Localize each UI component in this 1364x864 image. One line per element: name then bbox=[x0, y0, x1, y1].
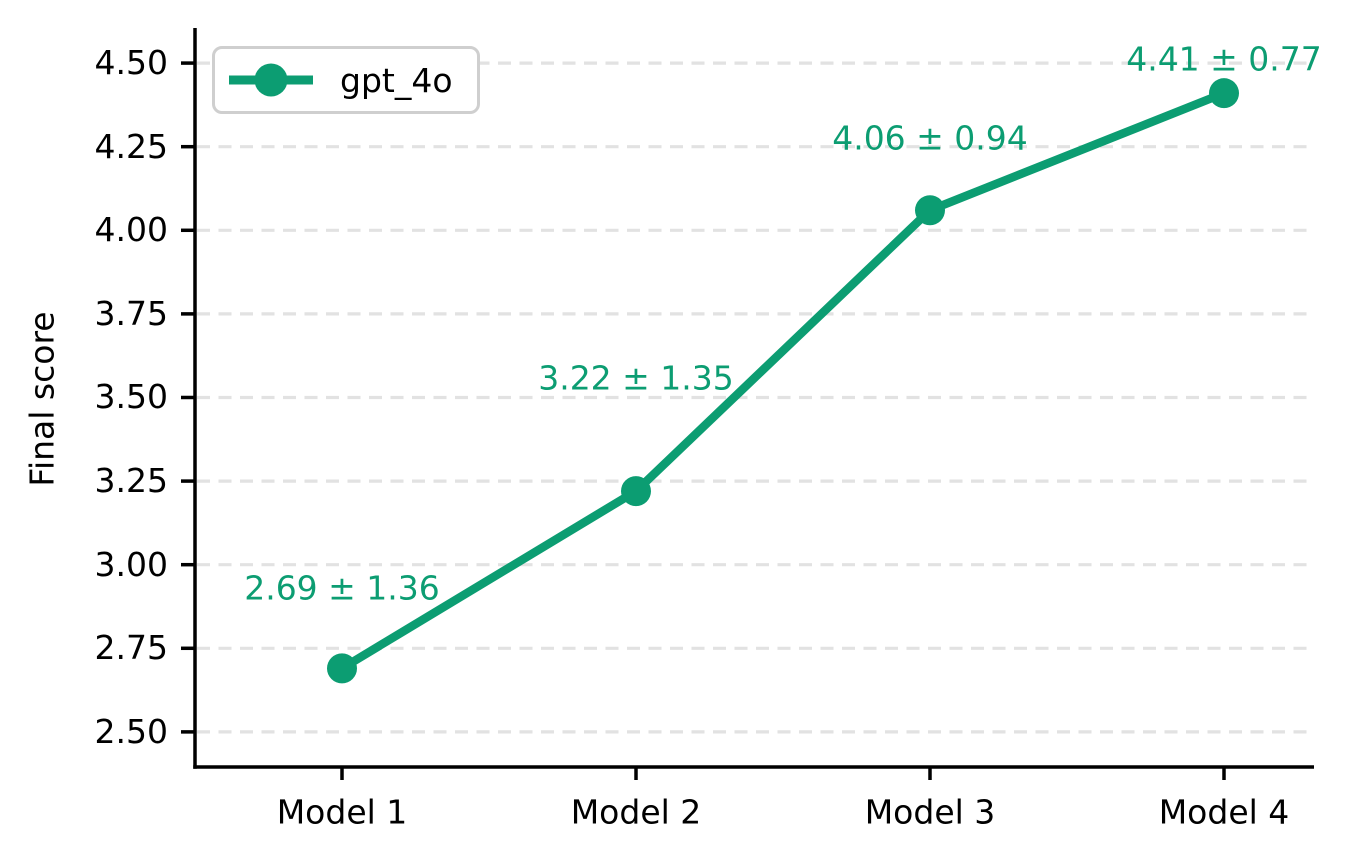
y-tick-label: 2.50 bbox=[94, 711, 168, 751]
y-tick-label: 4.50 bbox=[94, 42, 168, 82]
x-tick-label-model-3: Model 3 bbox=[864, 792, 996, 832]
point-value-label: 4.41 ± 0.77 bbox=[1126, 39, 1322, 79]
point-value-label: 3.22 ± 1.35 bbox=[538, 358, 734, 398]
point-value-label: 2.69 ± 1.36 bbox=[244, 568, 440, 608]
y-tick-label: 3.25 bbox=[94, 460, 168, 500]
y-tick-label: 3.50 bbox=[94, 377, 168, 417]
data-point-marker bbox=[327, 653, 357, 684]
data-point-marker bbox=[915, 195, 945, 226]
y-tick-label: 2.75 bbox=[94, 628, 168, 668]
point-value-label: 4.06 ± 0.94 bbox=[832, 118, 1028, 158]
legend-line-marker-sample bbox=[229, 63, 313, 97]
y-tick-label: 3.00 bbox=[94, 544, 168, 584]
x-tick-label-model-2: Model 2 bbox=[570, 792, 702, 832]
y-tick-label: 4.25 bbox=[94, 126, 168, 166]
data-point-marker bbox=[621, 476, 651, 507]
y-tick-label: 4.00 bbox=[94, 210, 168, 250]
legend: gpt_4o bbox=[212, 46, 480, 114]
legend-series-label: gpt_4o bbox=[340, 60, 453, 100]
data-point-marker bbox=[1209, 78, 1239, 109]
x-tick-label-model-4: Model 4 bbox=[1158, 792, 1290, 832]
x-tick-label-model-1: Model 1 bbox=[276, 792, 408, 832]
y-tick-label: 3.75 bbox=[94, 293, 168, 333]
series-line bbox=[337, 88, 1229, 673]
